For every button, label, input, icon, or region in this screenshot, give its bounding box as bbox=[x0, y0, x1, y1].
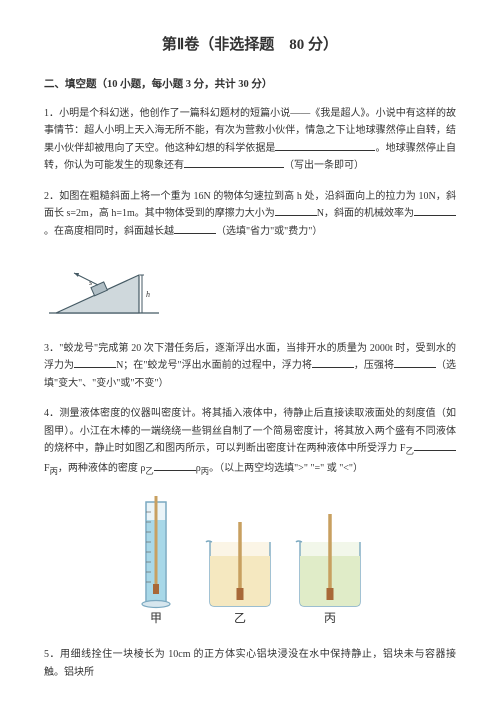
label-yi: 乙 bbox=[234, 611, 246, 625]
label-bing: 丙 bbox=[324, 611, 336, 625]
q2-blank-1[interactable] bbox=[275, 206, 317, 216]
svg-text:s: s bbox=[89, 278, 92, 287]
q4-sub-2: 丙 bbox=[50, 467, 58, 476]
q2-blank-2[interactable] bbox=[414, 206, 456, 216]
label-jia: 甲 bbox=[150, 611, 162, 625]
q2-blank-3[interactable] bbox=[174, 224, 216, 234]
beaker-bing: 丙 bbox=[296, 514, 360, 625]
q5-text-1: 用细线拴住一块棱长为 10cm 的正方体实心铝块浸没在水中保持静止，铝块未与容器… bbox=[44, 649, 456, 678]
q4-blank-2[interactable] bbox=[154, 461, 196, 471]
q1-text-3: （写出一条即可） bbox=[284, 160, 364, 171]
q1-blank-1[interactable] bbox=[275, 141, 375, 151]
paper-title: 第Ⅱ卷（非选择题 80 分） bbox=[44, 32, 456, 58]
q2-number: 2． bbox=[44, 191, 59, 202]
svg-text:h: h bbox=[146, 290, 150, 299]
section-heading: 二、填空题（10 小题，每小题 3 分，共计 30 分） bbox=[44, 76, 456, 94]
q2-text-3: 。在高度相同时，斜面越长越 bbox=[44, 226, 174, 237]
q4-sub-3: 乙 bbox=[145, 467, 153, 476]
q4-sub-4: 丙 bbox=[201, 467, 209, 476]
beaker-yi: 乙 bbox=[206, 522, 270, 625]
q4-text-5: 。（以上两空均选填">" "=" 或 "<"） bbox=[209, 463, 363, 474]
cylinder-jia: 甲 bbox=[142, 496, 170, 625]
q2-text-2: N，斜面的机械效率为 bbox=[317, 208, 414, 219]
q4-text-1: 测量液体密度的仪器叫密度计。将其插入液体中，待静止后直接读取液面处的刻度值（如图… bbox=[44, 408, 456, 454]
q1-blank-2[interactable] bbox=[184, 158, 284, 168]
q3-number: 3． bbox=[44, 343, 59, 354]
q3-text-2: N；在"蛟龙号"浮出水面前的过程中，浮力将 bbox=[116, 360, 312, 371]
q4-text-3: ，两种液体的密度 ρ bbox=[58, 463, 146, 474]
q1-number: 1． bbox=[44, 108, 59, 119]
question-1: 1．小明是个科幻迷，他创作了一篇科幻题材的短篇小说——《我是超人》。小说中有这样… bbox=[44, 105, 456, 175]
question-4: 4．测量液体密度的仪器叫密度计。将其插入液体中，待静止后直接读取液面处的刻度值（… bbox=[44, 405, 456, 479]
incline-figure: h s bbox=[44, 253, 456, 330]
incline-svg: h s bbox=[44, 253, 164, 323]
q5-number: 5． bbox=[44, 649, 60, 660]
q2-text-4: （选填"省力"或"费力"） bbox=[216, 226, 322, 237]
q3-blank-3[interactable] bbox=[394, 358, 436, 368]
question-3: 3．"蛟龙号"完成第 20 次下潜任务后，逐渐浮出水面，当排开水的质量为 200… bbox=[44, 340, 456, 393]
q3-blank-1[interactable] bbox=[74, 358, 116, 368]
q4-sub-1: 乙 bbox=[405, 447, 414, 456]
q3-text-3: ，压强将 bbox=[354, 360, 394, 371]
q4-blank-1[interactable] bbox=[414, 441, 456, 451]
question-5: 5．用细线拴住一块棱长为 10cm 的正方体实心铝块浸没在水中保持静止，铝块未与… bbox=[44, 646, 456, 681]
q4-number: 4． bbox=[44, 408, 59, 419]
question-2: 2．如图在粗糙斜面上将一个重为 16N 的物体匀速拉到高 h 处，沿斜面向上的拉… bbox=[44, 188, 456, 241]
densimeter-figure: 甲 乙 丙 bbox=[120, 492, 380, 632]
q3-blank-2[interactable] bbox=[312, 358, 354, 368]
